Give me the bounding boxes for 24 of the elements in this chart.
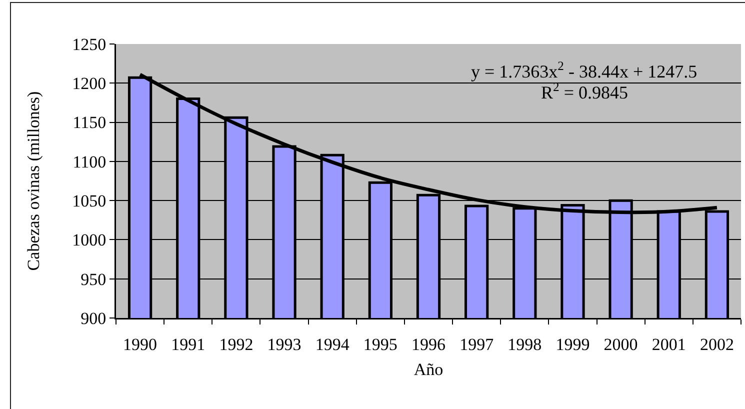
x-tick-label: 2002 xyxy=(700,334,734,354)
x-tick-label: 2000 xyxy=(604,334,638,354)
y-tick-label: 950 xyxy=(80,270,106,289)
y-tick-label: 900 xyxy=(80,308,106,328)
x-tick-label: 1992 xyxy=(219,334,254,354)
y-tick-label: 1250 xyxy=(72,34,106,54)
x-tick-label: 1997 xyxy=(460,334,494,354)
y-tick-label: 1100 xyxy=(72,152,106,172)
y-tick-label: 1000 xyxy=(72,230,106,250)
y-axis-title: Cabezas ovinas (millones) xyxy=(24,91,43,271)
x-tick-label: 1999 xyxy=(556,334,590,354)
y-tick-label: 1150 xyxy=(72,113,106,132)
x-tick-label: 1990 xyxy=(123,334,158,354)
x-axis-title: Año xyxy=(414,360,444,380)
x-tick-label: 1996 xyxy=(412,334,446,354)
x-tick-label: 1995 xyxy=(363,334,398,354)
y-tick-label: 1200 xyxy=(72,74,106,94)
x-tick-label: 2001 xyxy=(652,334,686,354)
y-tick-label: 1050 xyxy=(72,192,106,211)
x-tick-label: 1991 xyxy=(171,334,206,354)
annotation: y = 1.7363x$^{2}$ - 38.44x + 1247.5 xyxy=(471,59,698,82)
x-tick-label: 1998 xyxy=(508,334,542,354)
x-tick-label: 1994 xyxy=(315,334,350,354)
x-tick-label: 1993 xyxy=(267,334,302,354)
